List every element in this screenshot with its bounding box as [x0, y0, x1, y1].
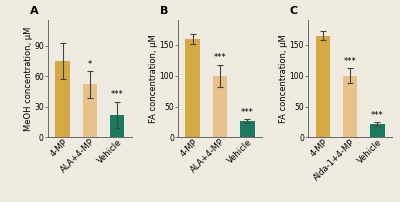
Bar: [316, 36, 330, 137]
Y-axis label: MeOH concentration, μM: MeOH concentration, μM: [24, 27, 33, 131]
Text: ***: ***: [241, 107, 254, 117]
Text: C: C: [290, 5, 298, 16]
Bar: [370, 124, 384, 137]
Bar: [110, 115, 124, 137]
Y-axis label: FA concentration, μM: FA concentration, μM: [149, 34, 158, 123]
Text: A: A: [30, 5, 38, 16]
Text: ***: ***: [371, 111, 384, 120]
Bar: [186, 39, 200, 137]
Bar: [343, 76, 358, 137]
Bar: [56, 61, 70, 137]
Text: B: B: [160, 5, 168, 16]
Bar: [240, 121, 254, 137]
Y-axis label: FA concentration, μM: FA concentration, μM: [279, 34, 288, 123]
Bar: [82, 84, 97, 137]
Text: *: *: [88, 60, 92, 69]
Text: ***: ***: [111, 90, 123, 99]
Text: ***: ***: [344, 57, 356, 66]
Text: ***: ***: [214, 53, 226, 62]
Bar: [212, 76, 228, 137]
